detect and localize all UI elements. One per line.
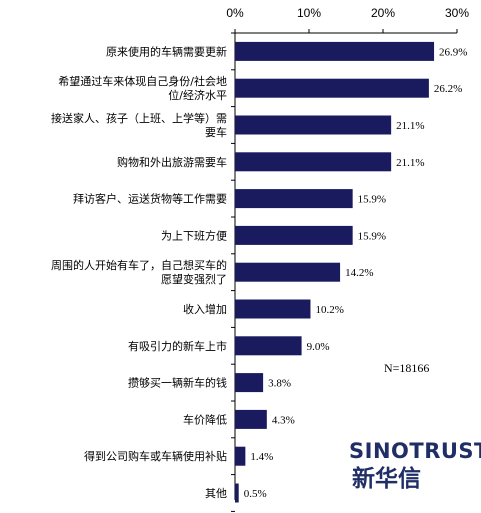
category-label: 希望通过车来体现自己身份/社会地 [58,74,227,88]
value-label: 15.9% [358,194,386,206]
value-label: 10.2% [315,304,343,316]
category-label: 车价降低 [183,412,227,426]
bar [235,189,353,209]
bar [235,409,267,429]
category-label: 攒够买一辆新车的钱 [128,376,227,390]
bar [235,152,392,172]
bar [235,373,264,393]
category-label: 为上下班方便 [161,228,227,242]
value-label: 14.2% [345,267,373,279]
bars [235,41,435,503]
sinotrust-logo: SINOTRUST 新华信 [349,439,481,492]
x-tick-label: 0% [226,6,244,20]
category-labels: 原来使用的车辆需要更新希望通过车来体现自己身份/社会地位/经济水平接送家人、孩子… [51,32,235,512]
value-label: 9.0% [307,341,330,353]
value-label: 26.2% [434,83,462,95]
bar [235,336,302,356]
category-label: 其他 [205,487,227,500]
logo-chinese-text: 新华信 [352,465,421,492]
value-label: 0.5% [244,488,267,500]
x-tick-label: 30% [445,6,469,20]
category-label: 收入增加 [183,302,227,316]
bar [235,262,341,282]
value-label: 21.1% [396,120,424,132]
bar [235,115,392,135]
value-labels: 26.9% 26.2% 21.1% 21.1% 15.9% 15.9% 14.2% 10.2%… [244,46,468,500]
sample-size-note: N=18166 [384,361,429,375]
category-label: 有吸引力的新车上市 [128,339,227,353]
bar [235,446,246,466]
value-label: 4.3% [272,414,295,426]
bar [235,483,239,503]
bar [235,299,311,319]
value-label: 26.9% [439,46,467,58]
category-label: 位/经济水平 [168,88,227,102]
bar [235,78,429,98]
category-label: 周围的人开始有车了，自己想买车的 [51,258,227,272]
x-tick-label: 20% [371,6,395,20]
category-label: 愿望变强烈了 [161,272,227,286]
category-label: 拜访客户、运送货物等工作需要 [73,192,227,206]
x-tick-label: 10% [297,6,321,20]
value-label: 1.4% [250,451,273,463]
logo-english-text: SINOTRUST [349,439,481,463]
value-label: 21.1% [396,157,424,169]
category-label: 要车 [205,125,227,139]
value-label: 15.9% [358,230,386,242]
bar [235,41,435,61]
category-label: 得到公司购车或车辆使用补贴 [84,449,227,463]
category-label: 购物和外出旅游需要车 [117,155,227,169]
value-label: 3.8% [268,378,291,390]
category-label: 原来使用的车辆需要更新 [106,44,227,58]
bar [235,225,353,245]
category-label: 接送家人、孩子（上班、上学等）需 [51,111,227,125]
